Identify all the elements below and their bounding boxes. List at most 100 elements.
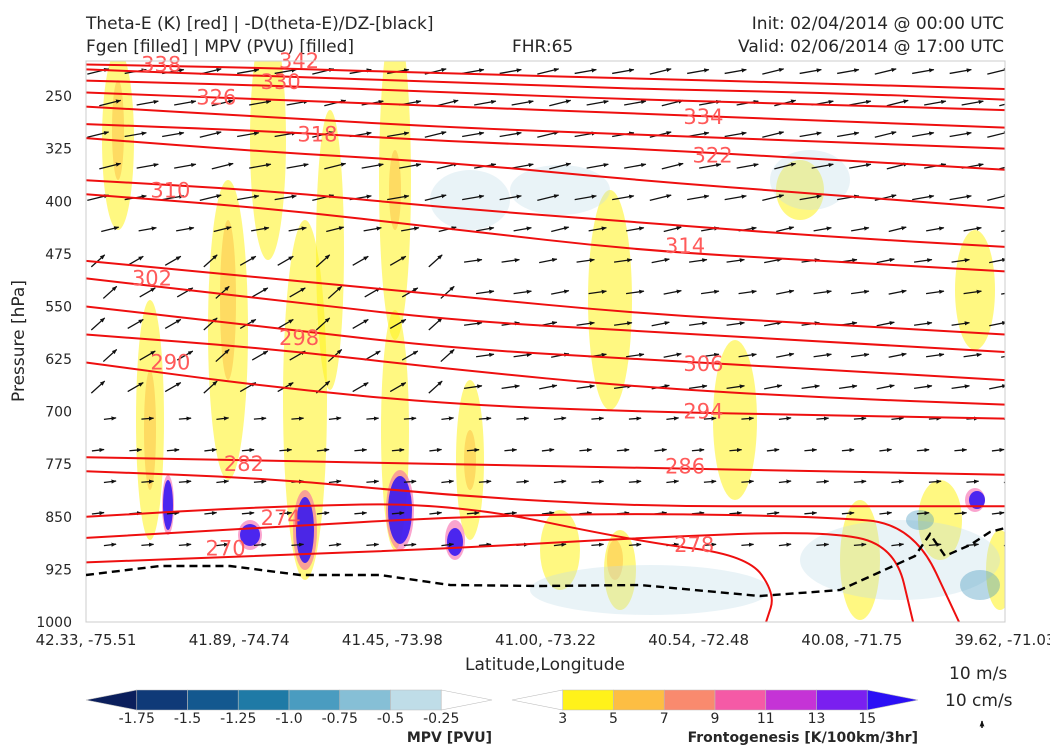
- wind-vector: [476, 226, 495, 232]
- theta-e-contour: [86, 63, 1005, 91]
- wind-vector: [954, 511, 968, 516]
- wind-vector: [949, 131, 972, 138]
- wind-vector: [762, 131, 785, 138]
- wind-vector: [576, 258, 595, 263]
- colorbar-tick-label: -0.25: [423, 711, 459, 727]
- wind-vector: [628, 479, 642, 484]
- colorbar-segment: [136, 689, 188, 711]
- wind-vector: [553, 542, 567, 547]
- wind-vector: [1003, 481, 1005, 484]
- wind-vector: [204, 511, 218, 516]
- wind-vector: [776, 226, 795, 233]
- wind-vector: [851, 226, 870, 232]
- theta-e-contour: [86, 361, 1005, 420]
- wind-vector: [874, 131, 897, 138]
- wind-vector: [475, 352, 495, 358]
- wind-vector: [1003, 418, 1005, 421]
- wind-vector: [366, 479, 380, 484]
- theta-e-contour: [86, 532, 915, 622]
- wind-vector: [499, 131, 522, 138]
- wind-vector: [216, 542, 230, 547]
- wind-vector: [424, 194, 447, 202]
- theta-e-contour: [86, 91, 1005, 129]
- wind-vector: [403, 479, 417, 484]
- frontogenesis-fill: [220, 220, 236, 380]
- wind-vector: [237, 131, 260, 138]
- wind-vector: [387, 131, 410, 138]
- frontogenesis-fill: [969, 491, 985, 509]
- wind-vector: [249, 163, 272, 169]
- init-time: Init: 02/04/2014 @ 00:00 UTC: [751, 14, 1004, 34]
- wind-vector: [462, 194, 485, 201]
- wind-vector: [136, 163, 159, 169]
- wind-vector: [951, 384, 970, 389]
- wind-vector: [628, 416, 642, 421]
- wind-vector: [666, 479, 680, 484]
- colorbar-tick-label: -1.25: [220, 711, 256, 727]
- wind-vector: [626, 226, 645, 232]
- wind-vector: [663, 226, 682, 233]
- wind-vector: [954, 447, 968, 453]
- wind-vector: [926, 226, 945, 232]
- wind-vector: [539, 257, 558, 264]
- frontogenesis-fill: [388, 476, 412, 544]
- wind-vector: [352, 382, 369, 393]
- theta-e-contour: [86, 79, 1005, 112]
- theta-e-label: 278: [674, 533, 714, 557]
- wind-vector: [989, 257, 1005, 264]
- wind-vector: [87, 131, 110, 138]
- wind-vector: [138, 226, 157, 232]
- wind-vector: [612, 194, 635, 201]
- wind-vector: [853, 542, 867, 547]
- wind-vector: [537, 67, 560, 75]
- wind-vector: [816, 416, 830, 421]
- wind-vector: [987, 67, 1005, 75]
- wind-vector: [403, 416, 417, 421]
- wind-vector: [874, 67, 897, 75]
- wind-vector: [616, 447, 630, 453]
- wind-vector: [354, 447, 368, 453]
- x-axis-label: Latitude,Longitude: [465, 655, 625, 675]
- colorbar-tick-label: -1.5: [174, 711, 201, 727]
- wind-vector: [987, 194, 1005, 202]
- y-axis: 250 325 400 475 550 625 700 775 850 925 1000: [36, 89, 72, 631]
- wind-vector: [837, 68, 860, 75]
- wind-vector: [651, 321, 670, 327]
- theta-e-label: 282: [224, 452, 264, 476]
- wind-vector: [139, 350, 156, 361]
- wind-vector: [162, 194, 185, 201]
- wind-vector: [501, 258, 520, 263]
- wind-vector: [989, 384, 1005, 390]
- wind-vector: [504, 447, 518, 453]
- wind-vector: [624, 99, 647, 106]
- wind-vector: [850, 289, 870, 295]
- wind-vector: [324, 99, 347, 107]
- wind-vector: [850, 352, 870, 358]
- wind-vector: [924, 99, 947, 106]
- wind-vector: [951, 258, 970, 263]
- wind-vector: [103, 479, 117, 484]
- wind-vector: [703, 542, 717, 547]
- wind-vector: [799, 131, 822, 138]
- wind-vector: [211, 162, 234, 170]
- wind-vector: [136, 99, 159, 106]
- frontogenesis-fill: [464, 430, 476, 490]
- theta-e-contour: [86, 305, 1005, 382]
- wind-vector: [726, 321, 745, 326]
- y-tick-label: 625: [45, 352, 72, 368]
- wind-vector: [741, 542, 755, 547]
- wind-vector: [774, 162, 797, 170]
- wind-vector: [913, 384, 933, 389]
- wind-vector: [274, 68, 297, 75]
- wind-vector: [363, 226, 382, 232]
- wind-vector: [916, 511, 930, 516]
- wind-vector: [539, 384, 558, 390]
- wind-vector: [991, 447, 1005, 453]
- wind-vector: [203, 317, 218, 331]
- y-tick-label: 775: [45, 457, 72, 473]
- wind-vector: [102, 285, 118, 299]
- wind-vector: [888, 289, 907, 295]
- wind-vector: [164, 255, 182, 266]
- wind-vector: [399, 163, 422, 169]
- wind-vector: [361, 163, 384, 169]
